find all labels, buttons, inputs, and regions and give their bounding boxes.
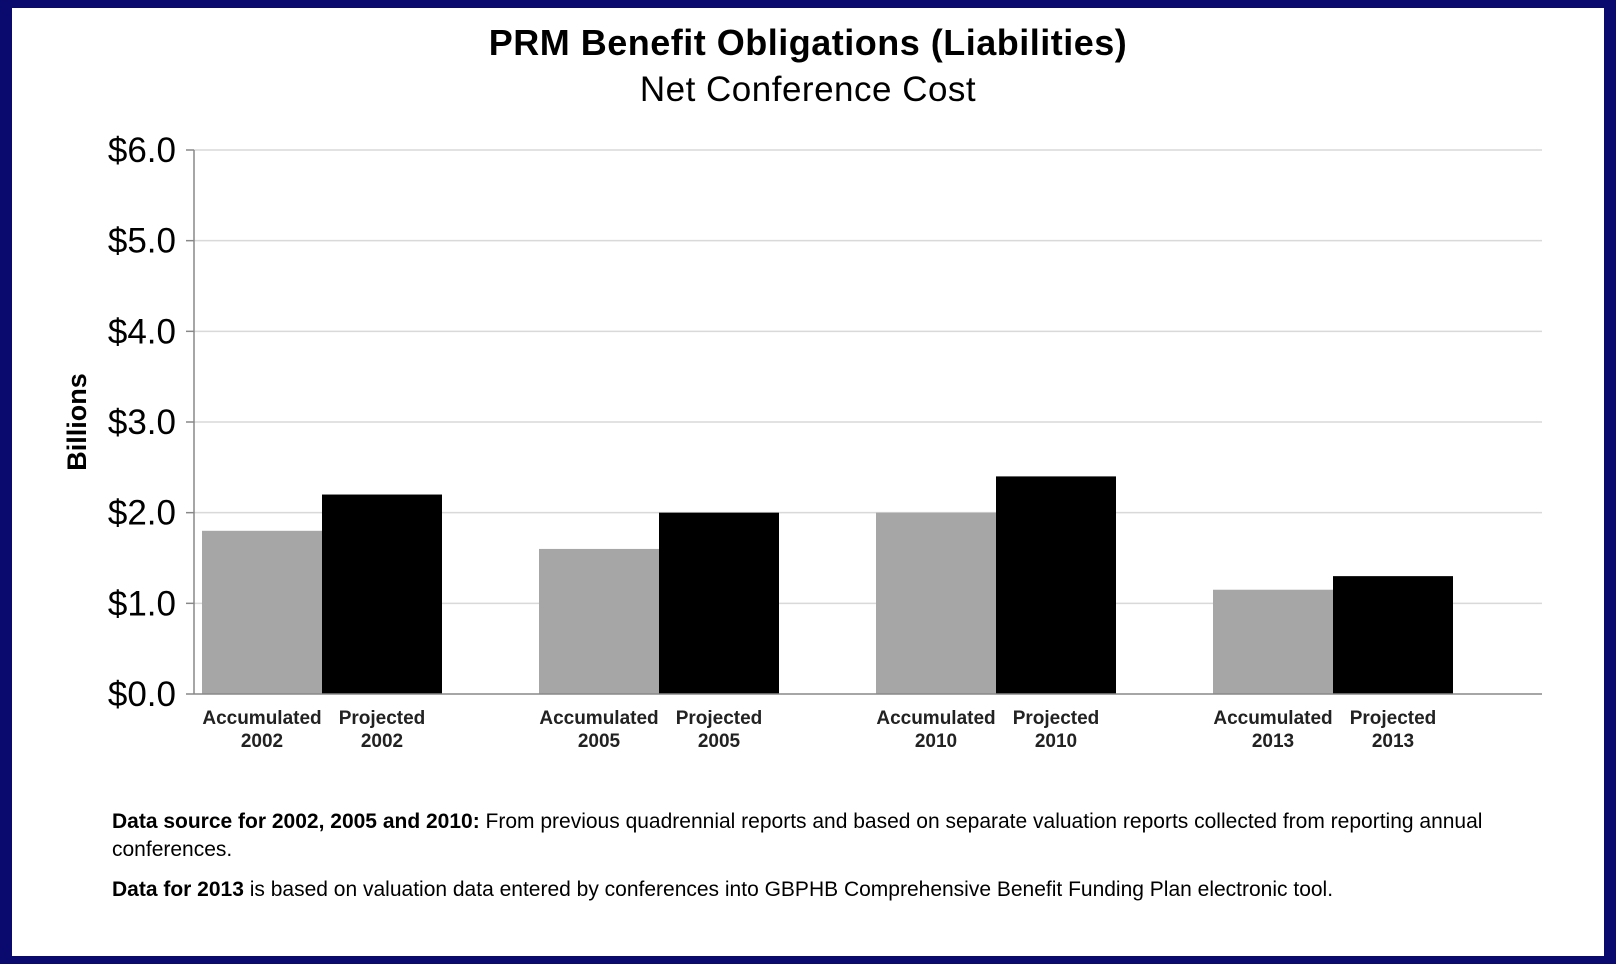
y-tick-label: $0.0 [108,675,176,714]
y-axis-label: Billions [62,373,92,471]
x-tick-label: Projected [339,708,426,729]
x-tick-label: 2005 [698,731,741,752]
footnote-1-heading: Data source for 2002, 2005 and 2010: [112,810,480,833]
x-tick-label: 2010 [1035,731,1077,752]
y-tick-label: $6.0 [108,131,176,170]
x-tick-label: 2013 [1372,731,1414,752]
bar [322,494,442,694]
x-tick-label: Accumulated [202,708,321,729]
footnotes: Data source for 2002, 2005 and 2010: Fro… [112,808,1532,916]
bar-chart: $0.0 $1.0 $2.0 $3.0 $4.0 $5.0 $6.0 Billions Accu… [62,131,1542,752]
footnote-2: Data for 2013 is based on valuation data… [112,876,1532,904]
x-tick-label: 2002 [241,731,283,752]
bar [996,476,1116,694]
x-tick-label: Accumulated [1213,708,1332,729]
bar [659,512,779,694]
x-tick-label: Projected [676,708,763,729]
x-tick-label: 2005 [578,731,621,752]
y-tick-label: $2.0 [108,494,176,533]
x-tick-label: Accumulated [876,708,995,729]
y-tick-label: $1.0 [108,584,176,623]
y-tick-label: $4.0 [108,312,176,351]
bar [539,548,659,694]
chart-title: PRM Benefit Obligations (Liabilities) [488,22,1128,63]
y-tick-label: $5.0 [108,222,176,261]
chart-subtitle: Net Conference Cost [639,70,977,109]
x-tick-label: Projected [1013,708,1100,729]
bar [876,512,996,694]
footnote-2-text: is based on valuation data entered by co… [243,878,1334,901]
footnote-1: Data source for 2002, 2005 and 2010: Fro… [112,808,1532,864]
bar [1213,589,1333,694]
x-tick-label: Accumulated [539,708,658,729]
x-tick-label: 2002 [361,731,403,752]
bar [1333,576,1453,694]
footnote-2-heading: Data for 2013 [112,878,244,901]
x-tick-label: 2010 [915,731,957,752]
slide: PRM Benefit Obligations (Liabilities) Ne… [12,8,1604,956]
x-tick-label: 2013 [1252,731,1294,752]
footnote-1-text: From previous quadrennial reports and ba… [112,810,1483,861]
x-tick-label: Projected [1350,708,1437,729]
y-tick-label: $3.0 [108,403,176,442]
bar [202,530,322,694]
